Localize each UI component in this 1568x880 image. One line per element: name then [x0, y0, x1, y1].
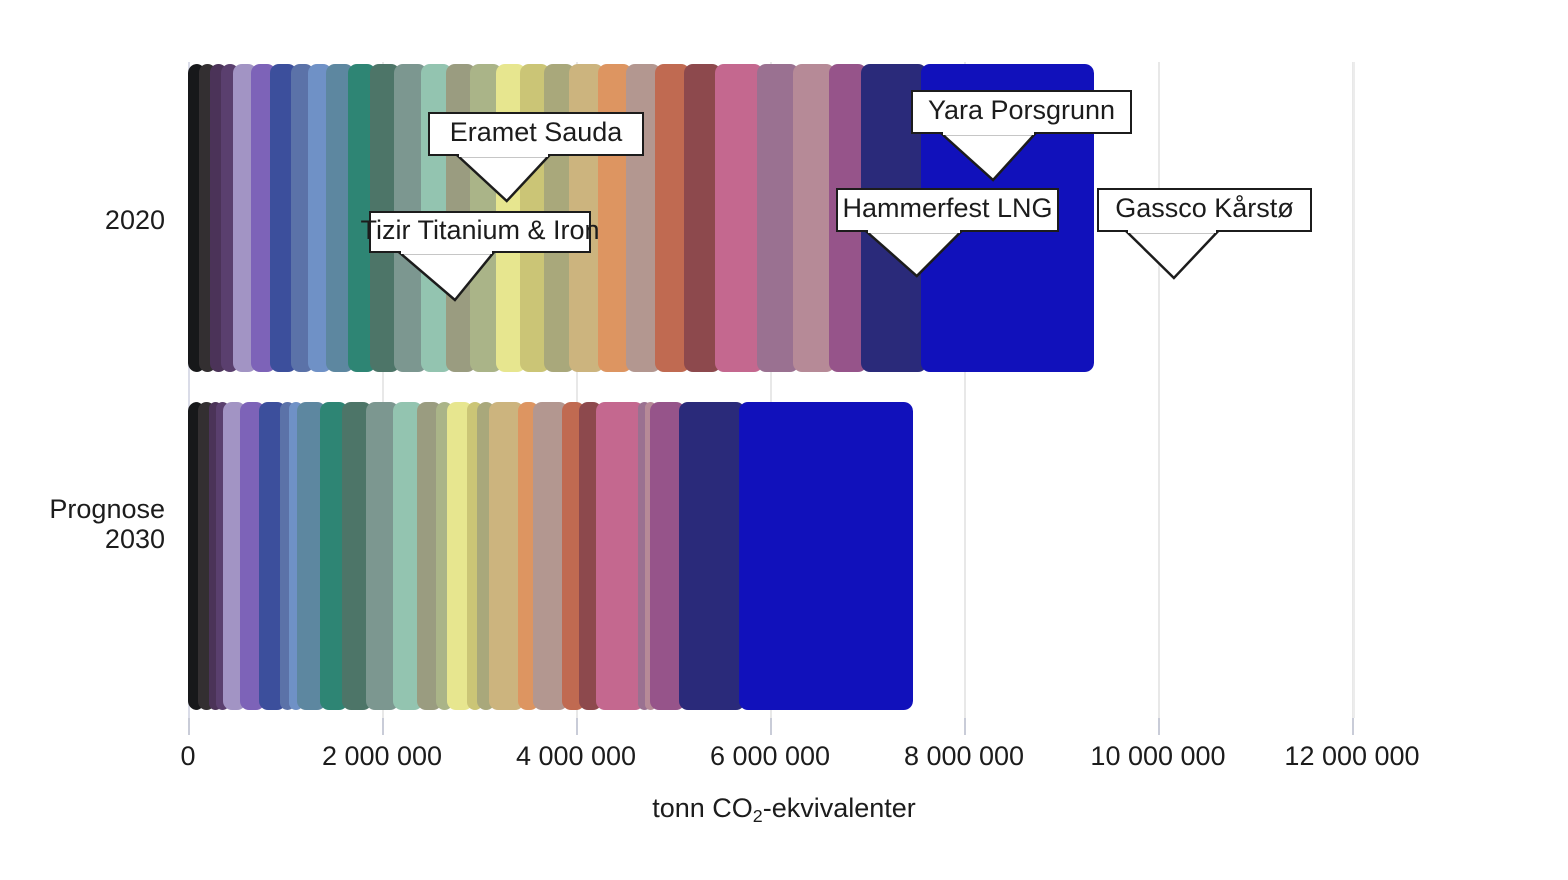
callout-seam-mask [459, 153, 548, 157]
gridlines-layer [188, 62, 1355, 718]
callout-label: Hammerfest LNG [836, 188, 1059, 232]
tick-label-6000000: 6 000 000 [709, 741, 831, 771]
callout-seam-mask [401, 250, 493, 254]
tick-mark-12000000 [1352, 718, 1354, 735]
callout-tail [863, 230, 964, 278]
gridline-plot-edge [1353, 62, 1355, 718]
callout-seam-mask [1128, 229, 1217, 233]
bar-segment[interactable] [714, 64, 764, 372]
stacked-bar[interactable] [188, 402, 913, 710]
gridline-8000000 [964, 62, 966, 718]
bar-segment[interactable] [684, 64, 721, 372]
category-label-2020: 2020 [104, 205, 165, 235]
tick-label-4000000: 4 000 000 [515, 741, 637, 771]
x-axis-title-suffix: -ekvivalenter [762, 793, 916, 823]
x-axis-title-prefix: tonn CO [652, 793, 753, 823]
callout-label: Gassco Kårstø [1097, 188, 1312, 232]
gridline-4000000 [576, 62, 578, 718]
bar-segment[interactable] [596, 402, 645, 710]
tick-mark-6000000 [770, 718, 772, 735]
gridline-0 [188, 62, 190, 718]
tick-label-10000000: 10 000 000 [1090, 741, 1226, 771]
callout-tail [396, 251, 496, 302]
category-label-prognose-2030: Prognose 2030 [49, 494, 165, 555]
x-axis-title: tonn CO2-ekvivalenter [0, 793, 1568, 827]
callout-label: Eramet Sauda [428, 112, 644, 156]
tick-label-0: 0 [180, 741, 196, 771]
callout-label: Tizir Titanium & Iron [360, 211, 600, 253]
tick-mark-0 [188, 718, 190, 735]
tick-mark-4000000 [576, 718, 578, 735]
bar-segment[interactable] [793, 64, 836, 372]
tick-mark-2000000 [382, 718, 384, 735]
x-axis-title-subscript: 2 [752, 805, 763, 826]
callout-tail [455, 154, 552, 203]
bar-segment[interactable] [679, 402, 745, 710]
gridline-6000000 [770, 62, 772, 718]
callout-label: Yara Porsgrunn [911, 90, 1132, 134]
bar-segment[interactable] [757, 64, 800, 372]
tick-mark-10000000 [1158, 718, 1160, 735]
callout-tail [938, 132, 1038, 182]
bars-layer [188, 62, 1353, 718]
callout-tail [1124, 230, 1221, 280]
tick-label-2000000: 2 000 000 [321, 741, 443, 771]
tick-label-8000000: 8 000 000 [903, 741, 1025, 771]
gridline-2000000 [382, 62, 384, 718]
gridline-10000000 [1158, 62, 1160, 718]
callout-seam-mask [942, 131, 1034, 135]
callout-seam-mask [868, 229, 960, 233]
bar-segment[interactable] [738, 402, 913, 710]
tick-label-12000000: 12 000 000 [1284, 741, 1420, 771]
tick-mark-8000000 [964, 718, 966, 735]
